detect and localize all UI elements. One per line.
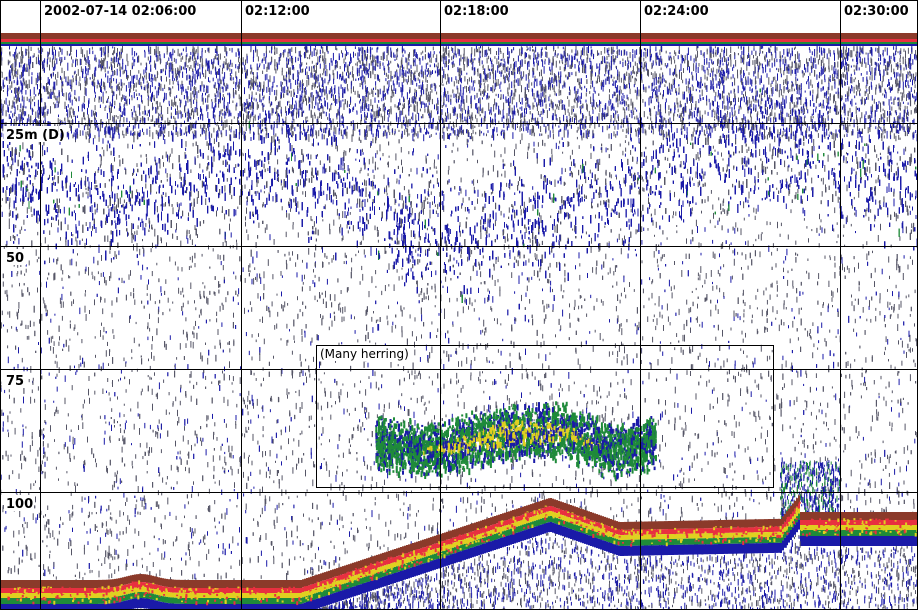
time-label-4: 02:24:00 bbox=[644, 4, 709, 19]
depth-label-100: 100 bbox=[6, 497, 33, 512]
time-label-1: 2002-07-14 02:06:00 bbox=[44, 4, 196, 19]
surface-band bbox=[0, 33, 918, 46]
region-label: (Many herring) bbox=[320, 347, 409, 361]
time-label-3: 02:18:00 bbox=[444, 4, 509, 19]
depth-label-75: 75 bbox=[6, 374, 24, 389]
depth-label-50: 50 bbox=[6, 251, 24, 266]
time-label-5: 02:30:00 bbox=[844, 4, 909, 19]
time-label-2: 02:12:00 bbox=[245, 4, 310, 19]
depth-label-25: 25m (D) bbox=[6, 128, 65, 143]
